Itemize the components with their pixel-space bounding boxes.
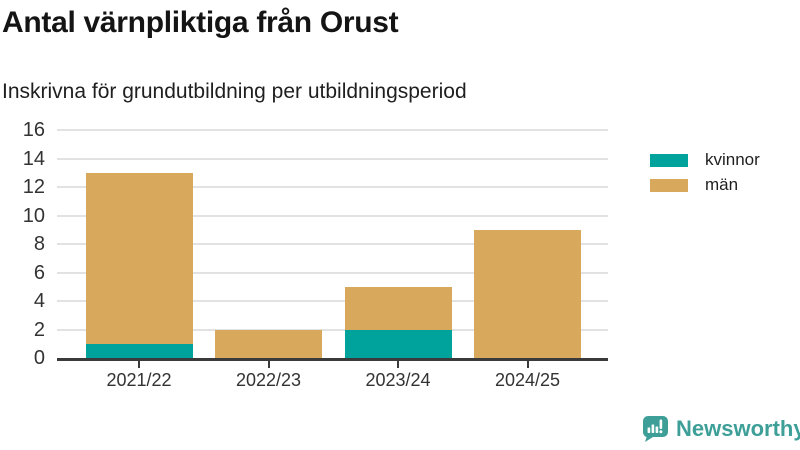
bar-2022-23	[215, 329, 322, 358]
bar-2023-24	[344, 286, 452, 358]
y-tick-label-2: 2	[33, 318, 45, 341]
bar-segment-män	[85, 172, 193, 344]
plot-area	[57, 129, 608, 361]
bar-2024-25	[474, 229, 581, 358]
gridline-y4	[57, 300, 608, 302]
x-tick-2024-25	[526, 361, 529, 368]
x-tick-label-2022-23: 2022/23	[235, 370, 302, 390]
chart-subtitle: Inskrivna för grundutbildning per utbild…	[2, 80, 467, 103]
legend-label-kvinnor: kvinnor	[705, 150, 760, 169]
x-tick-label-2023-24: 2023/24	[365, 370, 431, 390]
legend: kvinnor män	[650, 150, 760, 195]
newsworthy-logo-text: Newsworthy	[676, 416, 800, 441]
legend-swatch-kvinnor	[650, 153, 688, 167]
bar-segment-kvinnor	[344, 329, 452, 358]
y-tick-label-4: 4	[33, 290, 45, 312]
x-tick-label-2021-22: 2021/22	[106, 370, 172, 390]
gridline-y16	[57, 129, 608, 131]
y-tick-label-12: 12	[22, 176, 45, 198]
x-tick-label-2024-25: 2024/25	[494, 370, 561, 390]
newsworthy-logo[interactable]: Newsworthy	[642, 415, 800, 442]
gridline-y2	[57, 328, 608, 331]
bar-2021-22	[85, 172, 193, 358]
legend-label-män: män	[705, 175, 739, 194]
x-tick-2022-23	[267, 361, 270, 368]
x-tick-2023-24	[397, 361, 399, 368]
legend-item-kvinnor: kvinnor	[650, 150, 760, 170]
y-tick-label-6: 6	[33, 261, 45, 284]
gridline-y10	[57, 214, 608, 217]
bar-segment-kvinnor	[85, 343, 193, 358]
legend-swatch-män	[650, 178, 688, 192]
bar-segment-män	[474, 229, 581, 358]
gridline-y12	[57, 186, 608, 188]
gridline-y8	[57, 243, 608, 245]
gridline-y14	[57, 157, 608, 160]
y-tick-label-14: 14	[22, 147, 45, 170]
y-tick-label-16: 16	[22, 119, 45, 141]
gridline-y6	[57, 271, 608, 274]
y-tick-label-8: 8	[33, 233, 45, 255]
newsworthy-speech-bubble-bar-chart-icon	[642, 416, 668, 442]
bar-segment-män	[215, 329, 322, 358]
y-tick-label-0: 0	[33, 347, 45, 369]
chart-title: Antal värnpliktiga från Orust	[2, 6, 399, 39]
bar-segment-män	[344, 286, 452, 330]
x-tick-2021-22	[138, 361, 140, 368]
y-tick-label-10: 10	[22, 204, 45, 227]
legend-item-män: män	[650, 175, 760, 195]
